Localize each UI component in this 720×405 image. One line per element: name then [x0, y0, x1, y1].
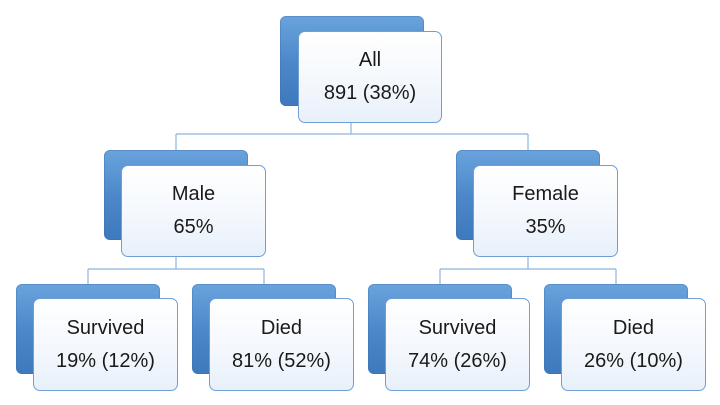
node-female-label: Female: [512, 183, 579, 205]
node-all-value: 891 (38%): [323, 82, 417, 104]
node-male-survived: Survived 19% (12%): [16, 284, 178, 392]
node-female-survived-value: 74% (26%): [408, 349, 507, 372]
node-male-survived-value: 19% (12%): [56, 349, 155, 372]
connector-root-to-level2: [175, 123, 529, 150]
node-female-box: Female 35%: [473, 165, 618, 257]
node-female-survived-box: Survived 74% (26%): [385, 298, 530, 391]
node-male-died-label: Died: [260, 316, 303, 339]
node-female-died-label: Died: [612, 316, 655, 339]
node-male: Male 65%: [104, 150, 266, 258]
node-female-survived-label: Survived: [418, 316, 497, 339]
node-male-label: Male: [171, 183, 216, 205]
connector-male-to-leaves: [87, 255, 265, 284]
node-female-died-value: 26% (10%): [584, 349, 683, 372]
node-female: Female 35%: [456, 150, 618, 258]
node-male-box: Male 65%: [121, 165, 266, 257]
node-female-died: Died 26% (10%): [544, 284, 706, 392]
node-all: All 891 (38%): [280, 16, 442, 124]
node-female-value: 35%: [525, 216, 566, 238]
node-male-survived-box: Survived 19% (12%): [33, 298, 178, 391]
node-male-value: 65%: [173, 216, 214, 238]
connector-female-to-leaves: [439, 255, 617, 284]
node-female-survived: Survived 74% (26%): [368, 284, 530, 392]
node-female-died-box: Died 26% (10%): [561, 298, 706, 391]
node-male-died: Died 81% (52%): [192, 284, 354, 392]
node-all-label: All: [358, 49, 382, 71]
node-all-box: All 891 (38%): [298, 31, 442, 123]
node-male-died-box: Died 81% (52%): [209, 298, 354, 391]
node-male-died-value: 81% (52%): [232, 349, 331, 372]
node-male-survived-label: Survived: [66, 316, 145, 339]
